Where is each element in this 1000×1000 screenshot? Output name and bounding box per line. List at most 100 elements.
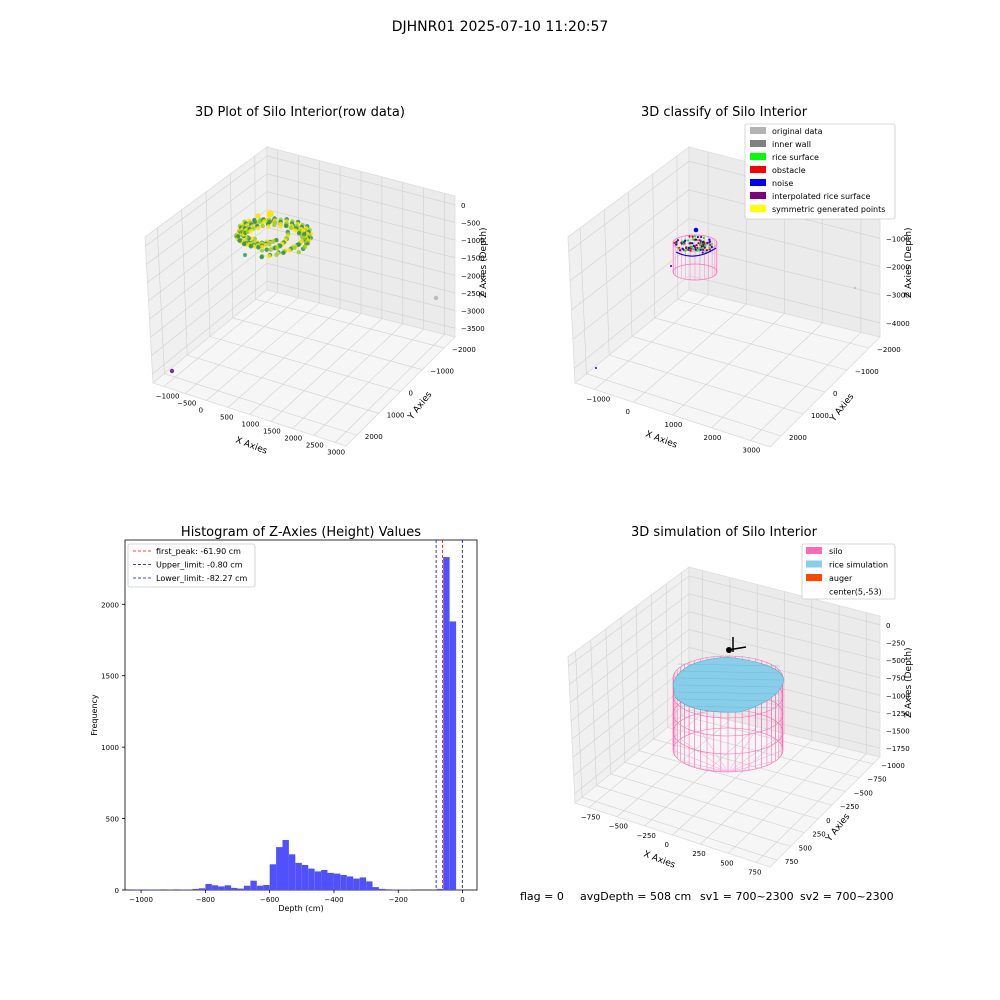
classified-point [691, 246, 694, 249]
original-point [854, 287, 856, 289]
z-tick-label: −2500 [461, 290, 485, 298]
rice-mesh-line [677, 705, 781, 709]
histogram-bar [276, 847, 283, 890]
z-tick-labels: 0 −250 −500 −750 −1000 −1250 −1500 −1750 [886, 622, 910, 753]
legend-label: Upper_limit: -0.80 cm [156, 561, 243, 570]
histogram-bar [243, 885, 251, 890]
classified-point [691, 242, 694, 245]
classified-point [685, 247, 688, 250]
rice-mesh-line [677, 684, 781, 688]
x-tick-label: −750 [581, 814, 600, 822]
histogram-bar [346, 876, 354, 890]
z-tick-label: −1000 [461, 237, 485, 245]
classified-point [693, 235, 697, 238]
classified-point [691, 235, 694, 238]
classified-point [710, 245, 713, 248]
x-tick-label: 750 [748, 868, 761, 876]
histogram-bar [231, 887, 238, 890]
x-tick-label: −500 [609, 823, 628, 831]
flag-text: flag = 0 [520, 890, 564, 903]
data-point [255, 213, 261, 219]
histogram-bar [205, 884, 212, 890]
legend-swatch [750, 179, 766, 186]
data-point [275, 245, 280, 250]
classified-point [698, 247, 702, 250]
wall-ring [672, 263, 718, 281]
noise-point [670, 265, 672, 267]
legend-box [127, 543, 256, 588]
z-tick-label: −1000 [886, 235, 910, 243]
classified-point [703, 246, 707, 249]
y-tick-label: −750 [867, 776, 886, 784]
x-tick-label: −1000 [587, 395, 611, 403]
legend: first_peak: -61.90 cm Upper_limit: -0.80 … [127, 543, 256, 588]
z-axis-label: Z Axies (Depth) [479, 227, 489, 298]
data-point [259, 248, 265, 253]
x-tick-label: 1500 [263, 428, 281, 436]
x-axis-label: X Axies [234, 435, 269, 456]
data-point [281, 250, 286, 255]
silo-floor-line [727, 749, 784, 773]
classified-point [693, 245, 696, 248]
silo-floor-line [727, 768, 756, 773]
legend: silo rice simulation auger center(5,-53) [801, 543, 896, 600]
classified-point [708, 238, 711, 241]
x-tick-label: 250 [692, 850, 705, 858]
data-point [252, 244, 257, 249]
z-tick-label: −1000 [886, 692, 910, 700]
data-point [243, 253, 247, 257]
figure-suptitle: DJHNR01 2025-07-10 11:20:57 [392, 19, 609, 35]
classified-point [702, 244, 705, 248]
classified-point [687, 248, 690, 251]
sv1-text: sv1 = 700~2300 [700, 890, 794, 903]
data-point [278, 221, 283, 227]
data-point [267, 241, 272, 247]
y-tick-label: 2000 [789, 434, 807, 442]
classified-point [675, 243, 678, 246]
classified-point [689, 242, 692, 245]
legend-swatch [806, 574, 822, 581]
x-tick-labels: −1000 0 1000 2000 3000 [587, 395, 761, 454]
histogram-bar [379, 888, 386, 890]
z-tick-label: −1500 [461, 255, 485, 263]
histogram-bar [263, 885, 270, 890]
y-tick-labels: 2000 1000 0 −1000 −2000 [789, 346, 901, 442]
silo-floor-line [727, 760, 776, 773]
x-tick-label: −400 [324, 896, 343, 904]
data-point [248, 244, 254, 249]
rice-mesh-line [677, 691, 781, 695]
legend-swatch [750, 127, 766, 134]
data-point [266, 224, 271, 229]
data-point [256, 226, 261, 231]
histogram-bar [340, 875, 347, 890]
legend-swatch [806, 547, 822, 554]
chart-title: 3D Plot of Silo Interior(row data) [195, 105, 405, 120]
data-point [292, 245, 297, 250]
histogram-bar [256, 885, 264, 890]
z-tick-label: −3500 [461, 325, 485, 333]
x-tick-label: 2500 [306, 442, 324, 450]
z-tick-label: 0 [461, 202, 465, 210]
x-tick-label: 3000 [743, 447, 761, 455]
panel-rawdata-3d: 3D Plot of Silo Interior(row data) −1000… [144, 105, 489, 457]
silo-floor-line [672, 749, 729, 773]
legend-label: symmetric generated points [772, 205, 885, 214]
axes-grid [145, 149, 456, 443]
data-point [267, 254, 272, 259]
z-tick-label: −2000 [886, 264, 910, 272]
y-tick-label: 0 [826, 817, 830, 825]
panel-classify-3d: 3D classify of Silo Interior −1000010002… [567, 105, 914, 455]
y-tick-label: 2000 [101, 601, 119, 609]
histogram-bar [385, 889, 392, 890]
rice-mesh-line [677, 663, 781, 667]
classified-point [676, 239, 680, 242]
y-tick-label: 1000 [101, 744, 119, 752]
legend-swatch [750, 166, 766, 173]
x-axis-label: X Axies [644, 429, 679, 450]
data-point [296, 250, 301, 255]
rice-surface [672, 656, 785, 713]
x-tick-labels: −1000 −800 −600 −400 −200 0 [129, 890, 465, 904]
classified-point [710, 243, 713, 246]
